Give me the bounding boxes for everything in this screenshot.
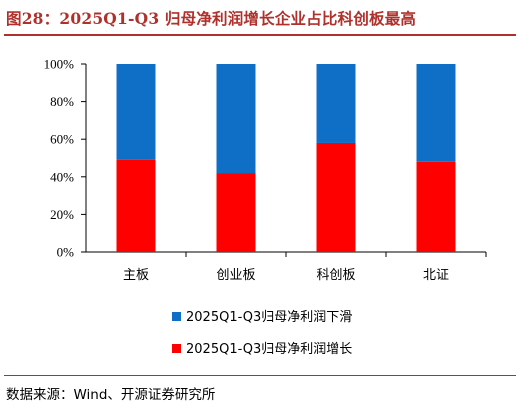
x-category-label: 创业板 — [216, 268, 255, 283]
y-tick-label: 0% — [57, 245, 75, 260]
bar-decline-4 — [416, 64, 456, 162]
y-tick-label: 100% — [44, 57, 75, 72]
figure-title: 图28：2025Q1-Q3 归母净利润增长企业占比科创板最高 — [6, 9, 417, 28]
source-rule — [4, 375, 516, 376]
x-category-label: 主板 — [123, 268, 149, 283]
y-tick-label: 80% — [50, 94, 74, 109]
bar-growth-2 — [216, 173, 256, 252]
bar-decline-3 — [316, 64, 356, 143]
source-note: 数据来源：Wind、开源证券研究所 — [6, 387, 216, 403]
bar-decline-2 — [216, 64, 256, 174]
y-tick-label: 40% — [50, 169, 74, 184]
bar-decline-1 — [116, 64, 156, 160]
legend-label: 2025Q1-Q3归母净利润增长 — [186, 342, 352, 357]
x-category-label: 科创板 — [316, 268, 355, 283]
x-category-label: 北证 — [423, 268, 449, 283]
chart-legend: 2025Q1-Q3归母净利润下滑 2025Q1-Q3归母净利润增长 — [172, 310, 352, 357]
y-tick-label: 20% — [50, 207, 74, 222]
bar-growth-4 — [416, 161, 456, 252]
chart-bars — [116, 64, 456, 252]
legend-label: 2025Q1-Q3归母净利润下滑 — [186, 310, 352, 325]
legend-swatch — [172, 344, 181, 353]
title-rule — [4, 34, 516, 36]
chart-axes: 0% 20% 40% 60% 80% 100% 主板 创业板 科创板 北证 — [44, 57, 487, 283]
y-tick-label: 60% — [50, 132, 74, 147]
legend-swatch — [172, 312, 181, 321]
bar-growth-1 — [116, 159, 156, 252]
bar-growth-3 — [316, 142, 356, 252]
